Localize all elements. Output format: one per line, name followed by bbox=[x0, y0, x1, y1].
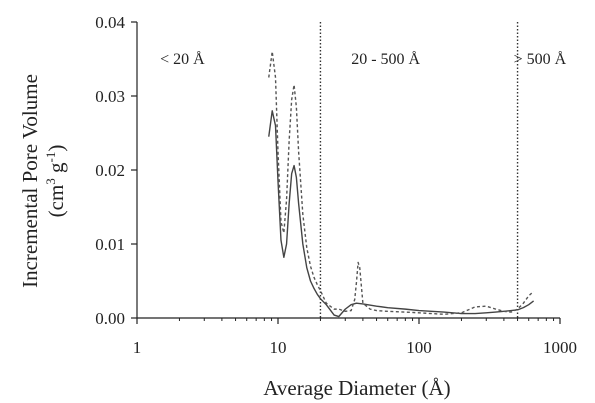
x-tick-label: 10 bbox=[270, 338, 287, 357]
y-axis-title-line1: Incremental Pore Volume bbox=[18, 74, 42, 288]
y-tick-label: 0.04 bbox=[95, 13, 125, 32]
y-tick-label: 0.01 bbox=[95, 235, 125, 254]
region-label: 20 - 500 Å bbox=[351, 50, 420, 68]
plot-area: 0.00 0.01 0.02 0.03 0.04 1 10 100 1000 < 20 Å 20 -… bbox=[95, 13, 577, 357]
y-axis-title-line2: (cm3 g-1) bbox=[43, 145, 68, 218]
x-tick-label: 100 bbox=[406, 338, 432, 357]
x-axis-title: Average Diameter (Å) bbox=[263, 376, 450, 400]
y-tick-label: 0.03 bbox=[95, 87, 125, 106]
y-axis-title: Incremental Pore Volume (cm3 g-1) bbox=[18, 74, 68, 288]
solid-series-line bbox=[268, 110, 535, 318]
y-tick-label: 0.02 bbox=[95, 161, 125, 180]
dashed-series-line bbox=[268, 50, 535, 315]
x-tick-label: 1000 bbox=[543, 338, 577, 357]
region-label: < 20 Å bbox=[160, 50, 205, 68]
region-label: > 500 Å bbox=[514, 50, 567, 68]
x-tick-label: 1 bbox=[133, 338, 142, 357]
y-tick-label: 0.00 bbox=[95, 309, 125, 328]
